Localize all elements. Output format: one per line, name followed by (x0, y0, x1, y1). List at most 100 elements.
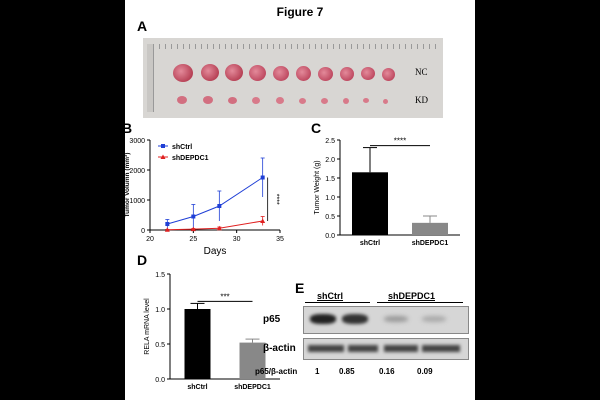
panel-c-label: C (311, 120, 322, 136)
bar (184, 309, 211, 379)
x-axis-label: Days (204, 246, 227, 257)
legend-marker (160, 154, 166, 159)
p65-band (342, 314, 368, 324)
x-tick-label: 30 (233, 236, 241, 243)
nc-tumor (173, 64, 193, 82)
tumor-volume-chart: 0 1000 2000 3000 20 25 30 35 Days Tumor Volumn (m… (124, 138, 284, 257)
panel-d-label: D (137, 252, 148, 268)
category-label: shCtrl (360, 240, 380, 247)
data-point (164, 227, 170, 232)
nc-tumor (340, 67, 354, 81)
data-point (260, 218, 266, 223)
blot-p65 (303, 306, 469, 334)
group-label-shdepdc1: shDEPDC1 (388, 291, 436, 301)
kd-tumor (383, 99, 388, 104)
kd-tumor (299, 98, 306, 104)
x-tick-label: 35 (276, 236, 284, 243)
nc-tumor (382, 68, 395, 81)
kd-tumor (276, 97, 284, 104)
data-point (191, 214, 196, 219)
nc-tumor (318, 67, 333, 81)
panel-b-label: B (122, 120, 133, 136)
nc-tumor (225, 64, 243, 81)
y-tick-label: 2.5 (325, 138, 335, 145)
y-axis-label: RELA mRNA level (144, 298, 151, 355)
p65-band (310, 314, 336, 324)
p65-band (384, 316, 408, 322)
nc-tumor (249, 65, 266, 81)
legend-label: shDEPDC1 (172, 155, 209, 162)
ratio-label: p65/β-actin (255, 367, 298, 376)
actin-band (422, 345, 460, 352)
kd-tumor (321, 98, 328, 104)
category-label: shDEPDC1 (412, 240, 449, 247)
actin-band (348, 345, 378, 352)
ratio-value: 0.85 (339, 367, 355, 376)
ratio-value: 0.09 (417, 367, 433, 376)
y-tick-label: 1.0 (325, 195, 335, 202)
figure-title: Figure 7 (276, 5, 324, 19)
actin-band (384, 345, 418, 352)
nc-tumor (201, 64, 219, 81)
tumor-photo: NC KD (143, 38, 443, 118)
y-tick-label: 3000 (129, 138, 145, 145)
y-tick-label: 0 (141, 228, 145, 235)
group-line-shctrl (305, 302, 370, 303)
western-blot: shCtrl shDEPDC1 p65 β-actin p65/β-actin … (255, 288, 473, 388)
significance-label: **** (394, 137, 406, 146)
y-tick-label: 1.0 (155, 307, 165, 314)
kd-tumor (177, 96, 187, 104)
data-point (260, 175, 265, 180)
series-line (167, 177, 263, 225)
rela-mrna-chart: 0.0 0.5 1.0 1.5 RELA mRNA level shCtrl shDEPDC… (144, 272, 280, 391)
ratio-value: 1 (315, 367, 320, 376)
group-line-shdepdc1 (377, 302, 463, 303)
tumor-weight-chart: 0.0 0.5 1.0 1.5 2.0 2.5 Tumor Weight (g) shCtrl… (314, 137, 460, 247)
y-tick-label: 0.0 (325, 233, 335, 240)
kd-tumor (252, 97, 260, 104)
ratio-value: 0.16 (379, 367, 395, 376)
row-label-nc: NC (415, 67, 428, 77)
significance-label: **** (273, 194, 280, 205)
y-tick-label: 1.5 (155, 272, 165, 279)
nc-tumor (361, 67, 375, 80)
blot-actin (303, 338, 469, 360)
y-tick-label: 0.5 (325, 214, 335, 221)
bar (239, 342, 266, 379)
y-axis-label: Tumor Volumn (mm³) (124, 153, 131, 218)
kd-tumor (363, 98, 369, 103)
category-label: shCtrl (187, 384, 207, 391)
data-point (217, 204, 222, 208)
data-point (165, 222, 170, 226)
panel-e-label: E (295, 280, 305, 296)
series-line (167, 220, 263, 231)
nc-tumor (273, 66, 289, 81)
data-point (190, 226, 196, 232)
figure-page: Figure 7 A NC KD B 0 1000 2000 3000 20 25 30 35… (122, 0, 475, 400)
row-label-kd: KD (415, 95, 428, 105)
bar (352, 172, 388, 235)
band-label-p65: p65 (263, 314, 281, 325)
y-tick-label: 0.0 (155, 377, 165, 384)
y-tick-label: 1.5 (325, 176, 335, 183)
actin-band (308, 345, 344, 352)
x-tick-label: 25 (189, 236, 197, 243)
kd-tumor (343, 98, 349, 104)
significance-label: *** (220, 292, 229, 301)
band-label-actin: β-actin (263, 343, 296, 354)
bar (412, 222, 448, 235)
y-tick-label: 1000 (129, 198, 145, 205)
y-tick-label: 2000 (129, 168, 145, 175)
y-axis-label: Tumor Weight (g) (314, 160, 321, 214)
p65-band (422, 316, 446, 322)
group-label-shctrl: shCtrl (317, 291, 344, 301)
kd-tumor (203, 96, 213, 104)
category-label: shDEPDC1 (234, 384, 271, 391)
nc-tumor (296, 66, 311, 81)
legend-marker (161, 144, 165, 148)
y-tick-label: 0.5 (155, 342, 165, 349)
y-tick-label: 2.0 (325, 157, 335, 164)
panel-a-label: A (137, 18, 148, 34)
x-tick-label: 20 (146, 236, 154, 243)
ruler (147, 44, 154, 112)
